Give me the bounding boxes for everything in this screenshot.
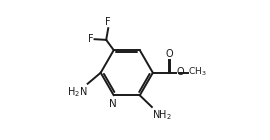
Text: O: O — [166, 49, 173, 59]
Text: CH$_3$: CH$_3$ — [188, 66, 207, 78]
Text: NH$_2$: NH$_2$ — [152, 108, 172, 122]
Text: O: O — [176, 67, 184, 77]
Text: F: F — [105, 17, 111, 27]
Text: N: N — [109, 99, 117, 109]
Text: F: F — [88, 33, 94, 44]
Text: H$_2$N: H$_2$N — [67, 85, 87, 99]
